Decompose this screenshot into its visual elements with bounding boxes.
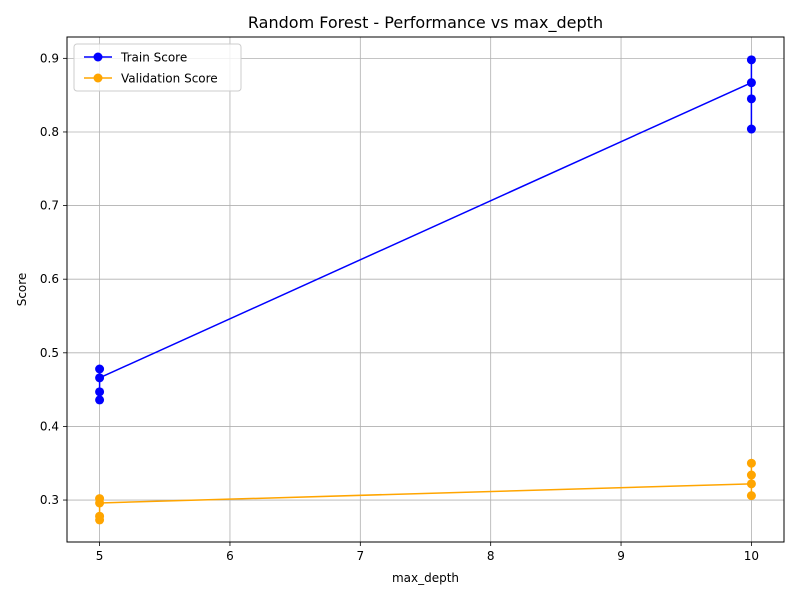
data-point	[746, 124, 756, 134]
legend-label: Train Score	[120, 51, 187, 65]
data-point	[746, 458, 756, 468]
data-point	[746, 78, 756, 88]
series-line	[99, 483, 752, 504]
data-point	[746, 491, 756, 501]
legend-label: Validation Score	[121, 72, 218, 86]
chart-title: Random Forest - Performance vs max_depth	[248, 13, 603, 33]
data-point	[746, 470, 756, 480]
y-tick-label: 0.7	[40, 199, 59, 213]
grid	[67, 37, 784, 542]
y-tick-label: 0.3	[40, 493, 59, 507]
series-layer	[95, 55, 756, 525]
data-point	[95, 395, 105, 405]
data-point	[746, 94, 756, 104]
y-tick-label: 0.4	[40, 419, 59, 433]
data-point	[95, 387, 105, 397]
series-train-score	[95, 55, 756, 405]
y-axis: 0.3 0.4 0.5 0.6 0.7 0.8 0.9	[40, 51, 67, 507]
series-validation-score	[95, 458, 756, 525]
series-line	[99, 81, 752, 379]
data-point	[95, 498, 105, 508]
y-tick-label: 0.9	[40, 51, 59, 65]
x-tick-label: 6	[226, 549, 234, 563]
x-tick-label: 8	[487, 549, 495, 563]
legend: Train Score Validation Score	[73, 43, 242, 92]
x-tick-label: 10	[744, 549, 759, 563]
data-point	[746, 55, 756, 65]
x-axis: 5 6 7 8 9 10	[96, 542, 759, 563]
x-tick-label: 7	[356, 549, 364, 563]
y-tick-label: 0.5	[40, 346, 59, 360]
x-axis-label: max_depth	[392, 571, 459, 585]
y-tick-label: 0.6	[40, 272, 59, 286]
data-point	[95, 373, 105, 383]
data-point	[95, 515, 105, 525]
y-axis-label: Score	[15, 273, 29, 307]
legend-box	[73, 43, 242, 92]
legend-marker	[93, 73, 103, 83]
y-tick-label: 0.8	[40, 125, 59, 139]
legend-marker	[93, 52, 103, 62]
x-tick-label: 5	[96, 549, 104, 563]
data-point	[95, 364, 105, 374]
plot-frame	[66, 36, 785, 543]
data-point	[746, 479, 756, 489]
x-tick-label: 9	[617, 549, 625, 563]
